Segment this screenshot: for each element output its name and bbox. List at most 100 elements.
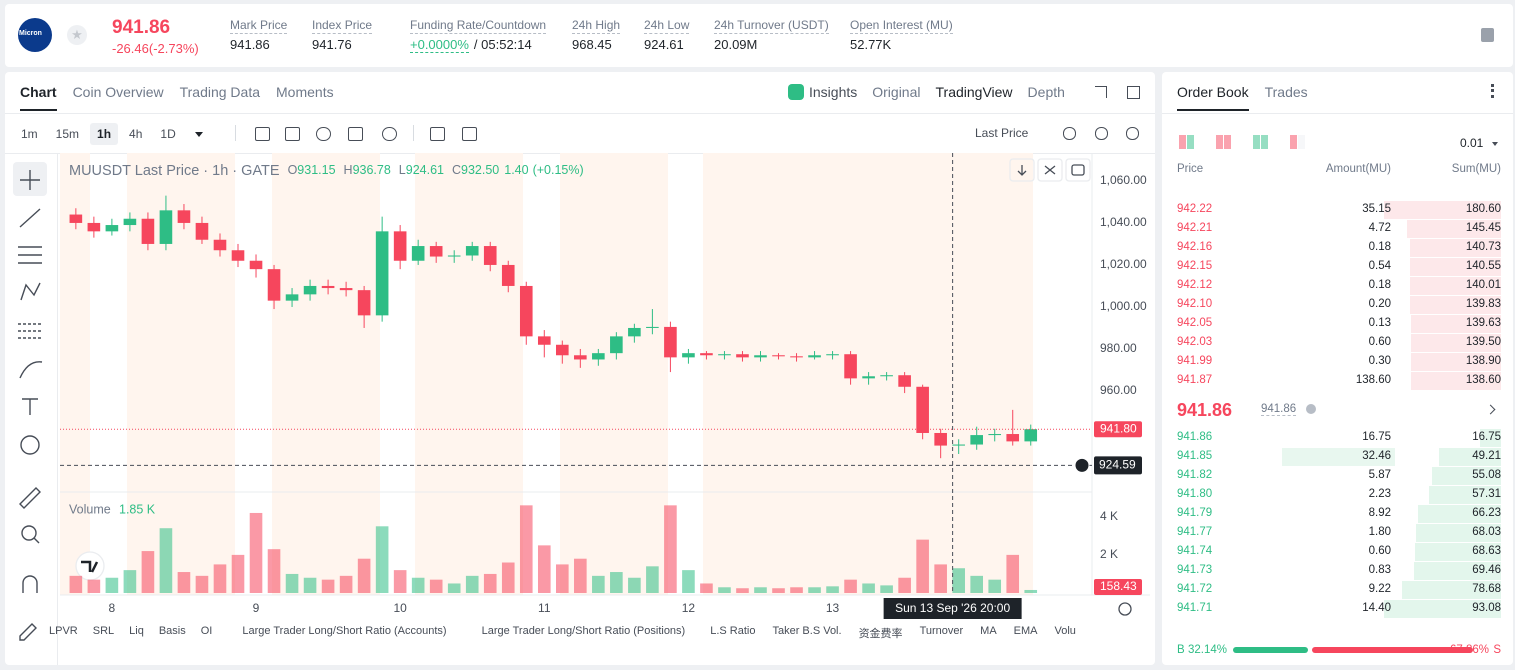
tab[interactable]: Trading Data <box>179 84 261 100</box>
tab[interactable]: Coin Overview <box>72 84 164 100</box>
indicator[interactable]: Basis <box>158 625 186 637</box>
book-price[interactable]: 941.82 <box>1177 469 1213 481</box>
ai-icon <box>788 84 804 100</box>
book-price[interactable]: 941.77 <box>1177 526 1213 538</box>
book-view[interactable] <box>1224 135 1231 149</box>
book-price[interactable]: 942.22 <box>1177 203 1213 215</box>
view-tab[interactable]: TradingView <box>935 84 1013 100</box>
indicator[interactable]: Large Trader Long/Short Ratio (Positions… <box>481 625 686 637</box>
expand-icon[interactable] <box>1095 86 1107 98</box>
step[interactable]: 0.01 <box>1460 136 1484 150</box>
book-price[interactable]: 942.21 <box>1177 222 1213 234</box>
tab[interactable]: Moments <box>276 84 334 100</box>
indicator[interactable]: LPVR <box>49 625 78 637</box>
stat-value: 968.45 <box>572 37 612 52</box>
book-price[interactable]: 942.15 <box>1177 260 1213 272</box>
window-icon[interactable] <box>1127 86 1140 99</box>
toolbar-icon[interactable] <box>1063 127 1076 140</box>
indicator[interactable]: Volu <box>1054 625 1076 637</box>
book-price[interactable]: 941.80 <box>1177 488 1213 500</box>
book-amount: 0.20 <box>1368 298 1391 310</box>
indicator[interactable]: Large Trader Long/Short Ratio (Accounts) <box>242 625 447 637</box>
indicator[interactable]: 资金费率 <box>858 628 903 640</box>
depth-bar <box>1415 524 1501 542</box>
book-price[interactable]: 941.73 <box>1177 564 1213 576</box>
mark-price: 941.86 <box>1261 403 1297 416</box>
interval[interactable]: 15m <box>55 127 80 141</box>
step-arrow <box>1492 142 1498 146</box>
book-price[interactable]: 941.99 <box>1177 355 1213 367</box>
indicator[interactable]: OI <box>200 625 213 637</box>
toolbar-icon[interactable] <box>382 127 397 141</box>
depth-bar <box>1402 581 1501 599</box>
book-view[interactable] <box>1290 135 1297 149</box>
stat-value: 924.61 <box>644 37 684 52</box>
book-amount: 0.60 <box>1368 336 1391 348</box>
indicator[interactable]: SRL <box>92 625 115 637</box>
book-amount: 8.92 <box>1368 507 1391 519</box>
book-price[interactable]: 942.10 <box>1177 298 1213 310</box>
book-price[interactable]: 942.03 <box>1177 336 1213 348</box>
toolbar-icon[interactable] <box>255 127 270 141</box>
indicator[interactable]: L.S Ratio <box>710 625 756 637</box>
expand-arrow[interactable] <box>1485 404 1496 415</box>
intervals: 1m 15m 1h 4h 1D <box>14 123 203 145</box>
book-price[interactable]: 941.86 <box>1177 431 1213 443</box>
book-sum: 140.01 <box>1465 279 1501 291</box>
book-view[interactable] <box>1179 135 1186 149</box>
toolbar-icon[interactable] <box>1095 127 1108 140</box>
notes-icon[interactable] <box>1481 28 1494 42</box>
favorite[interactable]: ★ <box>67 25 87 45</box>
depth-bar <box>1414 543 1501 561</box>
book-amount: 0.18 <box>1368 279 1391 291</box>
book-price[interactable]: 941.71 <box>1177 602 1213 614</box>
book-price[interactable]: 941.79 <box>1177 507 1213 519</box>
toolbar-icon[interactable] <box>316 127 331 141</box>
toolbar-icon[interactable] <box>348 127 363 141</box>
interval[interactable]: 1m <box>21 127 38 141</box>
book-view[interactable] <box>1253 135 1260 149</box>
toolbar-icon[interactable] <box>1126 127 1139 140</box>
book-amount: 0.18 <box>1368 241 1391 253</box>
book-amount: 1.80 <box>1368 526 1391 538</box>
book-view[interactable] <box>1261 135 1268 149</box>
sell-pct: 67.86% <box>1449 644 1489 656</box>
toolbar-icon[interactable] <box>462 127 477 141</box>
book-price[interactable]: 941.87 <box>1177 374 1213 386</box>
indicator[interactable]: MA <box>980 625 997 637</box>
dropdown[interactable] <box>194 131 203 137</box>
tab[interactable]: Chart <box>20 84 57 111</box>
more-icon[interactable] <box>1491 84 1497 98</box>
toolbar-icon[interactable] <box>285 127 300 141</box>
mark-icon <box>1306 404 1316 414</box>
interval[interactable]: 4h <box>129 127 143 141</box>
book-price[interactable]: 941.74 <box>1177 545 1213 557</box>
depth-bar <box>1384 600 1501 618</box>
book-tab[interactable]: Order Book <box>1177 84 1249 111</box>
view-tab[interactable]: Original <box>872 84 921 100</box>
book-tab[interactable]: Trades <box>1264 84 1308 100</box>
indicator[interactable]: EMA <box>1013 625 1038 637</box>
book-tabs: Order Book Trades <box>1177 84 1308 111</box>
book-view[interactable] <box>1216 135 1223 149</box>
book-view[interactable] <box>1298 135 1305 149</box>
buy-bar <box>1233 647 1309 653</box>
book-price[interactable]: 942.16 <box>1177 241 1213 253</box>
indicator[interactable]: Taker B.S Vol. <box>772 625 842 637</box>
indicator[interactable]: Liq <box>129 625 144 637</box>
price-source[interactable]: Last Price <box>975 126 1029 140</box>
interval[interactable]: 1D <box>160 127 176 141</box>
interval[interactable]: 1h <box>90 123 119 145</box>
book-view[interactable] <box>1187 135 1194 149</box>
book-price[interactable]: 942.05 <box>1177 317 1213 329</box>
book-amount: 16.75 <box>1362 431 1391 443</box>
book-price[interactable]: 941.85 <box>1177 450 1213 462</box>
view-tab[interactable]: Depth <box>1027 84 1065 100</box>
view-tab[interactable]: Insights <box>809 84 858 100</box>
toolbar-icon[interactable] <box>430 127 445 141</box>
book-price[interactable]: 941.72 <box>1177 583 1213 595</box>
book-price[interactable]: 942.12 <box>1177 279 1213 291</box>
indicator[interactable]: Turnover <box>919 625 964 637</box>
toolbar-separator <box>413 125 414 141</box>
